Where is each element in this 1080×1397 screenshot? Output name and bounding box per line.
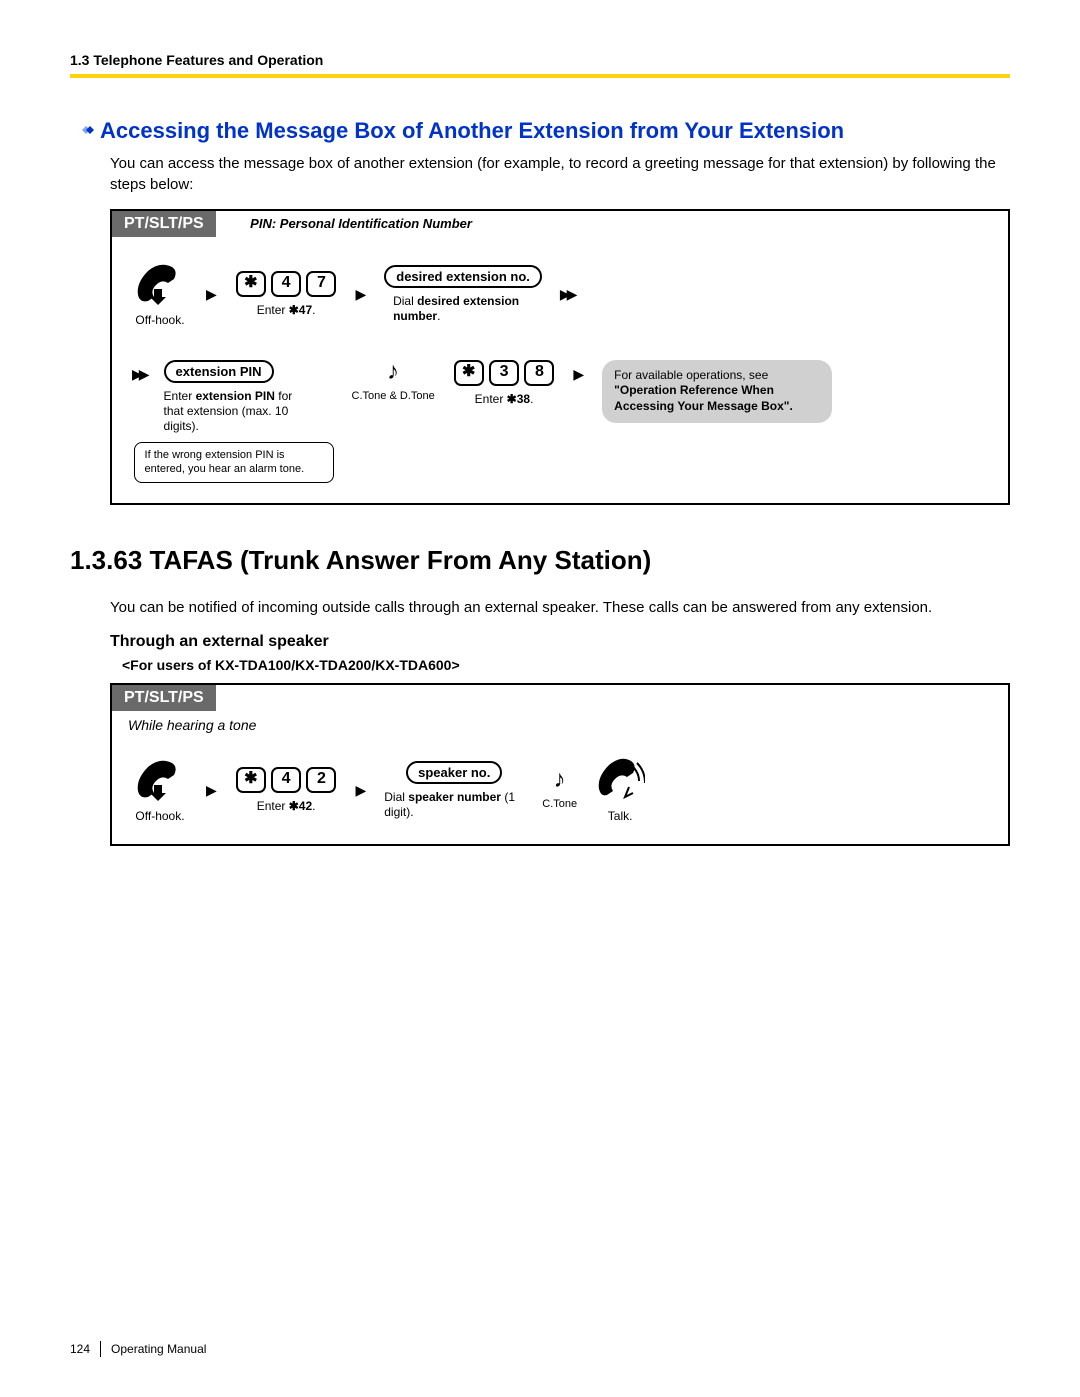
- feature-title: Accessing the Message Box of Another Ext…: [84, 118, 1010, 144]
- intro-paragraph-2: You can be notified of incoming outside …: [110, 598, 1010, 618]
- key-4: 4: [271, 767, 301, 793]
- talk-handset-icon: [595, 757, 645, 803]
- enter-47-step: ✱ 4 7 Enter ✱47.: [235, 271, 338, 318]
- arrow-icon: ▶: [573, 366, 584, 383]
- key-3: 3: [489, 360, 519, 386]
- ext-pin-step: extension PIN Enter extension PIN for th…: [164, 360, 334, 484]
- subsection-heading: Through an external speaker: [110, 633, 1010, 651]
- doc-title: Operating Manual: [111, 1342, 206, 1356]
- intro-paragraph-1: You can access the message box of anothe…: [110, 154, 1010, 195]
- footer-divider: [100, 1341, 101, 1357]
- handset-icon: [132, 261, 188, 307]
- offhook-label: Off-hook.: [135, 809, 184, 824]
- header-rule: [70, 74, 1010, 78]
- ext-pin-entry: extension PIN: [164, 360, 274, 383]
- tone-label: C.Tone & D.Tone: [352, 390, 435, 404]
- wrong-pin-warning: If the wrong extension PIN is entered, y…: [134, 442, 334, 484]
- key-star: ✱: [236, 767, 266, 793]
- enter-47-label: Enter ✱47.: [257, 303, 316, 318]
- double-arrow-icon: ▶▶: [132, 366, 146, 383]
- talk-step: Talk.: [595, 757, 645, 824]
- key-8: 8: [524, 360, 554, 386]
- enter-pin-label: Enter extension PIN for that extension (…: [164, 389, 304, 434]
- tone-step: ♪ C.Tone & D.Tone: [352, 360, 435, 404]
- bubble-line1: For available operations, see: [614, 368, 768, 382]
- feature-title-text: Accessing the Message Box of Another Ext…: [100, 118, 1010, 144]
- page-footer: 124 Operating Manual: [70, 1341, 206, 1357]
- music-note-icon: ♪: [554, 768, 566, 792]
- dial-speaker-label: Dial speaker number (1 digit).: [384, 790, 524, 820]
- arrow-icon: ▶: [355, 782, 366, 799]
- key-star: ✱: [454, 360, 484, 386]
- operation-reference-bubble: For available operations, see "Operation…: [602, 360, 832, 423]
- speaker-no-entry: speaker no.: [406, 761, 502, 784]
- talk-label: Talk.: [608, 809, 633, 824]
- offhook-label: Off-hook.: [135, 313, 184, 328]
- enter-38-label: Enter ✱38.: [475, 392, 534, 407]
- enter-42-step: ✱ 4 2 Enter ✱42.: [235, 767, 338, 814]
- key-2: 2: [306, 767, 336, 793]
- procedure-box-1: PT/SLT/PS PIN: Personal Identification N…: [110, 209, 1010, 506]
- bubble-line2: "Operation Reference When Accessing Your…: [614, 383, 793, 413]
- music-note-icon: ♪: [387, 360, 399, 384]
- while-hearing-note: While hearing a tone: [112, 711, 1008, 733]
- speaker-no-step: speaker no. Dial speaker number (1 digit…: [384, 761, 524, 820]
- diamond-icon: [78, 122, 98, 142]
- ctone-label: C.Tone: [542, 798, 577, 812]
- phone-type-tab: PT/SLT/PS: [112, 211, 216, 237]
- offhook-step: Off-hook.: [132, 261, 188, 328]
- header-section-label: 1.3 Telephone Features and Operation: [70, 52, 1010, 68]
- desired-ext-step: desired extension no. Dial desired exten…: [384, 265, 542, 324]
- enter-38-step: ✱ 3 8 Enter ✱38.: [453, 360, 556, 407]
- section-heading: 1.3.63 TAFAS (Trunk Answer From Any Stat…: [70, 545, 1010, 576]
- model-note: <For users of KX-TDA100/KX-TDA200/KX-TDA…: [122, 657, 1010, 673]
- ctone-step: ♪ C.Tone: [542, 768, 577, 812]
- key-star: ✱: [236, 271, 266, 297]
- phone-type-tab: PT/SLT/PS: [112, 685, 216, 711]
- arrow-icon: ▶: [206, 286, 217, 303]
- offhook-step: Off-hook.: [132, 757, 188, 824]
- handset-icon: [132, 757, 188, 803]
- key-4: 4: [271, 271, 301, 297]
- key-7: 7: [306, 271, 336, 297]
- page-number: 124: [70, 1342, 90, 1356]
- pin-definition: PIN: Personal Identification Number: [250, 216, 472, 231]
- double-arrow-icon: ▶▶: [560, 286, 574, 303]
- enter-42-label: Enter ✱42.: [257, 799, 316, 814]
- arrow-icon: ▶: [355, 286, 366, 303]
- desired-ext-entry: desired extension no.: [384, 265, 542, 288]
- arrow-icon: ▶: [206, 782, 217, 799]
- dial-desired-label: Dial desired extension number.: [393, 294, 533, 324]
- procedure-box-2: PT/SLT/PS While hearing a tone Off-hook.…: [110, 683, 1010, 846]
